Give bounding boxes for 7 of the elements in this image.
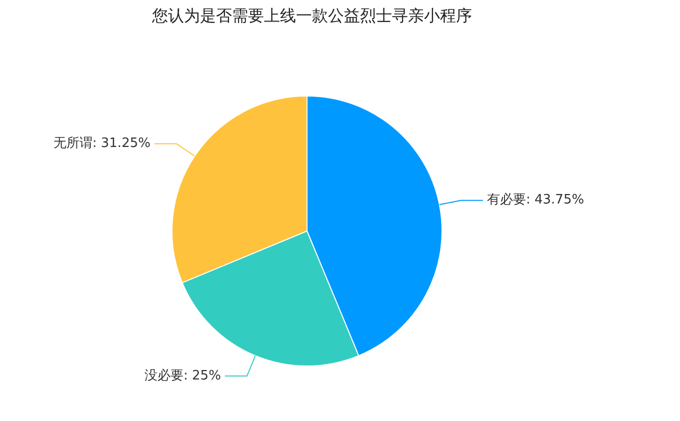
chart-title: 您认为是否需要上线一款公益烈士寻亲小程序 — [151, 6, 473, 27]
data-label: : 25% — [184, 368, 221, 384]
slice-label: 无所谓 — [53, 136, 92, 152]
slice-label: 有必要 — [486, 192, 526, 208]
data-label: : 43.75% — [526, 192, 584, 208]
data-label: : 31.25% — [92, 136, 150, 152]
slice-label: 没必要 — [144, 368, 184, 384]
